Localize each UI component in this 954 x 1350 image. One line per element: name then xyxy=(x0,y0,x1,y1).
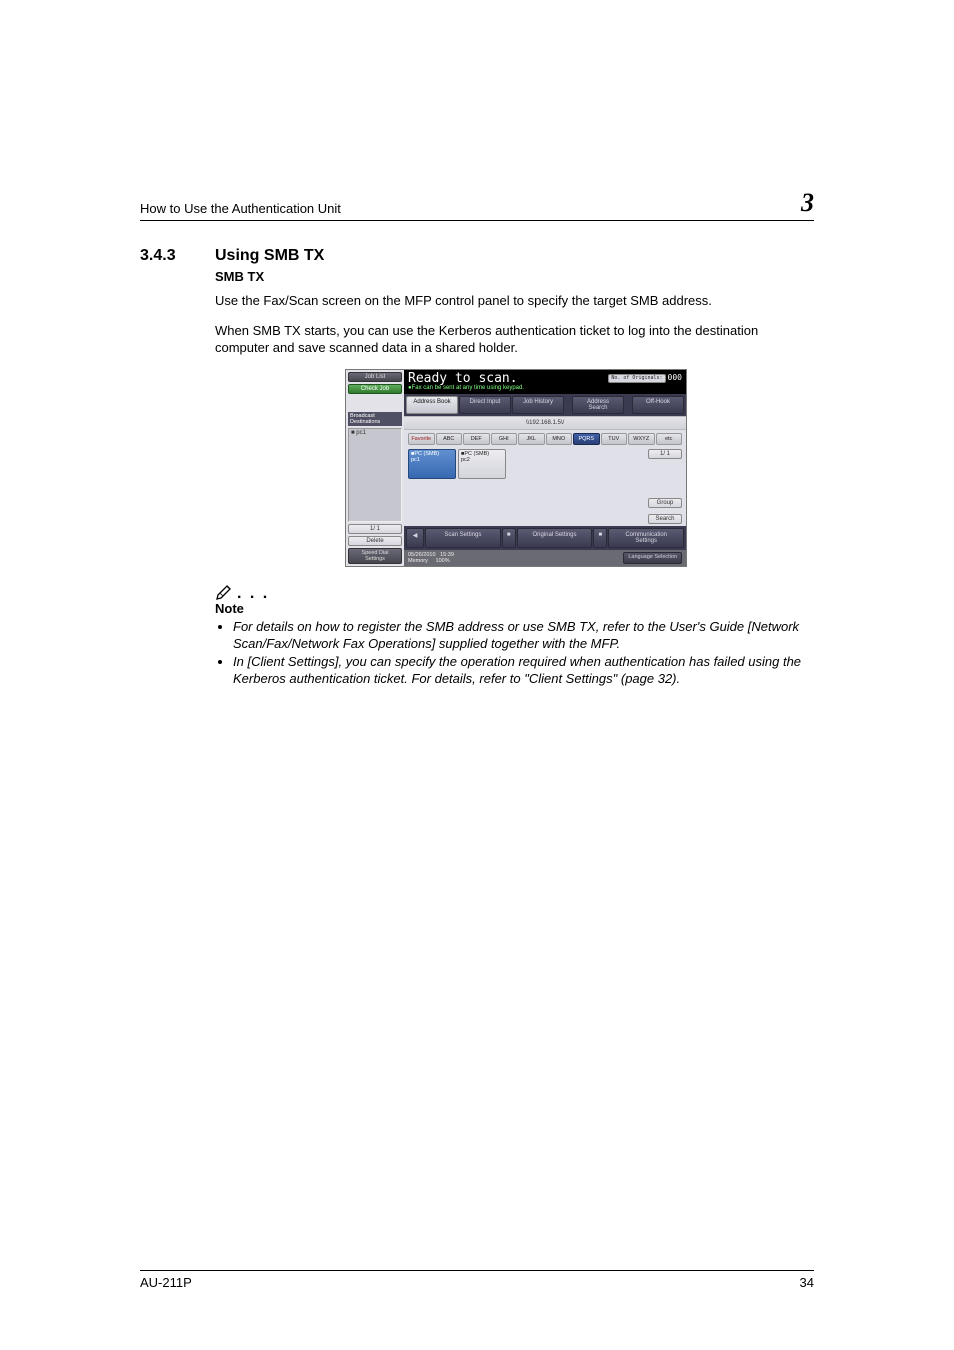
pencil-icon xyxy=(215,581,235,601)
path-bar: \\192.168.1.5\/ xyxy=(404,416,686,430)
footer-page-number: 34 xyxy=(800,1275,814,1290)
cards-page-indicator: 1/ 1 xyxy=(648,449,682,459)
alpha-etc[interactable]: etc xyxy=(656,433,683,445)
broadcast-label: Broadcast Destinations xyxy=(348,412,402,426)
alpha-favorite[interactable]: Favorite xyxy=(408,433,435,445)
alpha-tuv[interactable]: TUV xyxy=(601,433,628,445)
tab-off-hook[interactable]: Off-Hook xyxy=(632,396,684,414)
section-number: 3.4.3 xyxy=(140,247,215,265)
chapter-number: 3 xyxy=(801,190,814,216)
status-bar: 05/26/2010 15:39 Memory 100% Language Se… xyxy=(404,550,686,566)
arrow-left-button[interactable]: ◀ xyxy=(406,528,424,548)
tab-direct-input[interactable]: Direct Input xyxy=(459,396,511,414)
paragraph-2: When SMB TX starts, you can use the Kerb… xyxy=(215,322,814,357)
alpha-wxyz[interactable]: WXYZ xyxy=(628,433,655,445)
cards-area: ■PC (SMB) pc1 ■PC (SMB) pc2 1/ 1 Group S… xyxy=(404,447,686,526)
check-job-button[interactable]: Check Job xyxy=(348,384,402,394)
originals-count: 000 xyxy=(668,374,682,382)
mfp-screenshot: Job List Check Job Broadcast Destination… xyxy=(345,369,685,567)
language-selection-button[interactable]: Language Selection xyxy=(623,552,682,564)
subsection-title: SMB TX xyxy=(215,269,814,284)
communication-settings-button[interactable]: Communication Settings xyxy=(608,528,684,548)
section-title: Using SMB TX xyxy=(215,247,324,265)
status-memory-label: Memory xyxy=(408,558,428,564)
mfp-main-panel: Ready to scan. No. of Originals: 000 ●Fa… xyxy=(404,370,686,566)
ready-subtitle: ●Fax can be sent at any time using keypa… xyxy=(404,385,686,394)
tab-address-book[interactable]: Address Book xyxy=(406,396,458,414)
speed-dial-button[interactable]: Speed Dial Settings xyxy=(348,548,402,564)
left-page-indicator: 1/ 1 xyxy=(348,524,402,534)
paragraph-1: Use the Fax/Scan screen on the MFP contr… xyxy=(215,292,814,310)
group-button[interactable]: Group xyxy=(648,498,682,508)
ready-title: Ready to scan. xyxy=(408,372,518,385)
card-pc2[interactable]: ■PC (SMB) pc2 xyxy=(458,449,506,479)
note-dots: . . . xyxy=(237,585,269,603)
note-bullet-1: For details on how to register the SMB a… xyxy=(233,618,814,653)
tab-address-search[interactable]: Address Search xyxy=(572,396,624,414)
delete-button[interactable]: Delete xyxy=(348,536,402,546)
destination-list: ■ pc1 xyxy=(348,428,402,522)
status-memory-value: 100% xyxy=(436,558,450,564)
card-pc2-name: pc2 xyxy=(461,457,503,463)
sep-button-2[interactable]: ■ xyxy=(593,528,607,548)
bottom-action-row: ◀ Scan Settings ■ Original Settings ■ Co… xyxy=(404,526,686,550)
original-settings-button[interactable]: Original Settings xyxy=(517,528,593,548)
note-heading: Note xyxy=(215,601,814,616)
mfp-left-panel: Job List Check Job Broadcast Destination… xyxy=(346,370,404,566)
alpha-def[interactable]: DEF xyxy=(463,433,490,445)
note-bullet-2: In [Client Settings], you can specify th… xyxy=(233,653,814,688)
tab-job-history[interactable]: Job History xyxy=(512,396,564,414)
tab-row: Address Book Direct Input Job History Ad… xyxy=(404,394,686,416)
sep-button-1[interactable]: ■ xyxy=(502,528,516,548)
alpha-abc[interactable]: ABC xyxy=(436,433,463,445)
footer-model: AU-211P xyxy=(140,1275,192,1290)
note-bullets: For details on how to register the SMB a… xyxy=(215,618,814,688)
search-button[interactable]: Search xyxy=(648,514,682,524)
card-pc1[interactable]: ■PC (SMB) pc1 xyxy=(408,449,456,479)
page-header-title: How to Use the Authentication Unit xyxy=(140,201,341,216)
originals-label: No. of Originals: xyxy=(608,374,665,383)
alpha-pqrs[interactable]: PQRS xyxy=(573,433,600,445)
alpha-jkl[interactable]: JKL xyxy=(518,433,545,445)
scan-settings-button[interactable]: Scan Settings xyxy=(425,528,501,548)
alpha-ghi[interactable]: GHI xyxy=(491,433,518,445)
alpha-mno[interactable]: MNO xyxy=(546,433,573,445)
card-pc1-name: pc1 xyxy=(411,457,453,463)
job-list-button[interactable]: Job List xyxy=(348,372,402,382)
alpha-row: Favorite ABC DEF GHI JKL MNO PQRS TUV WX… xyxy=(404,430,686,447)
